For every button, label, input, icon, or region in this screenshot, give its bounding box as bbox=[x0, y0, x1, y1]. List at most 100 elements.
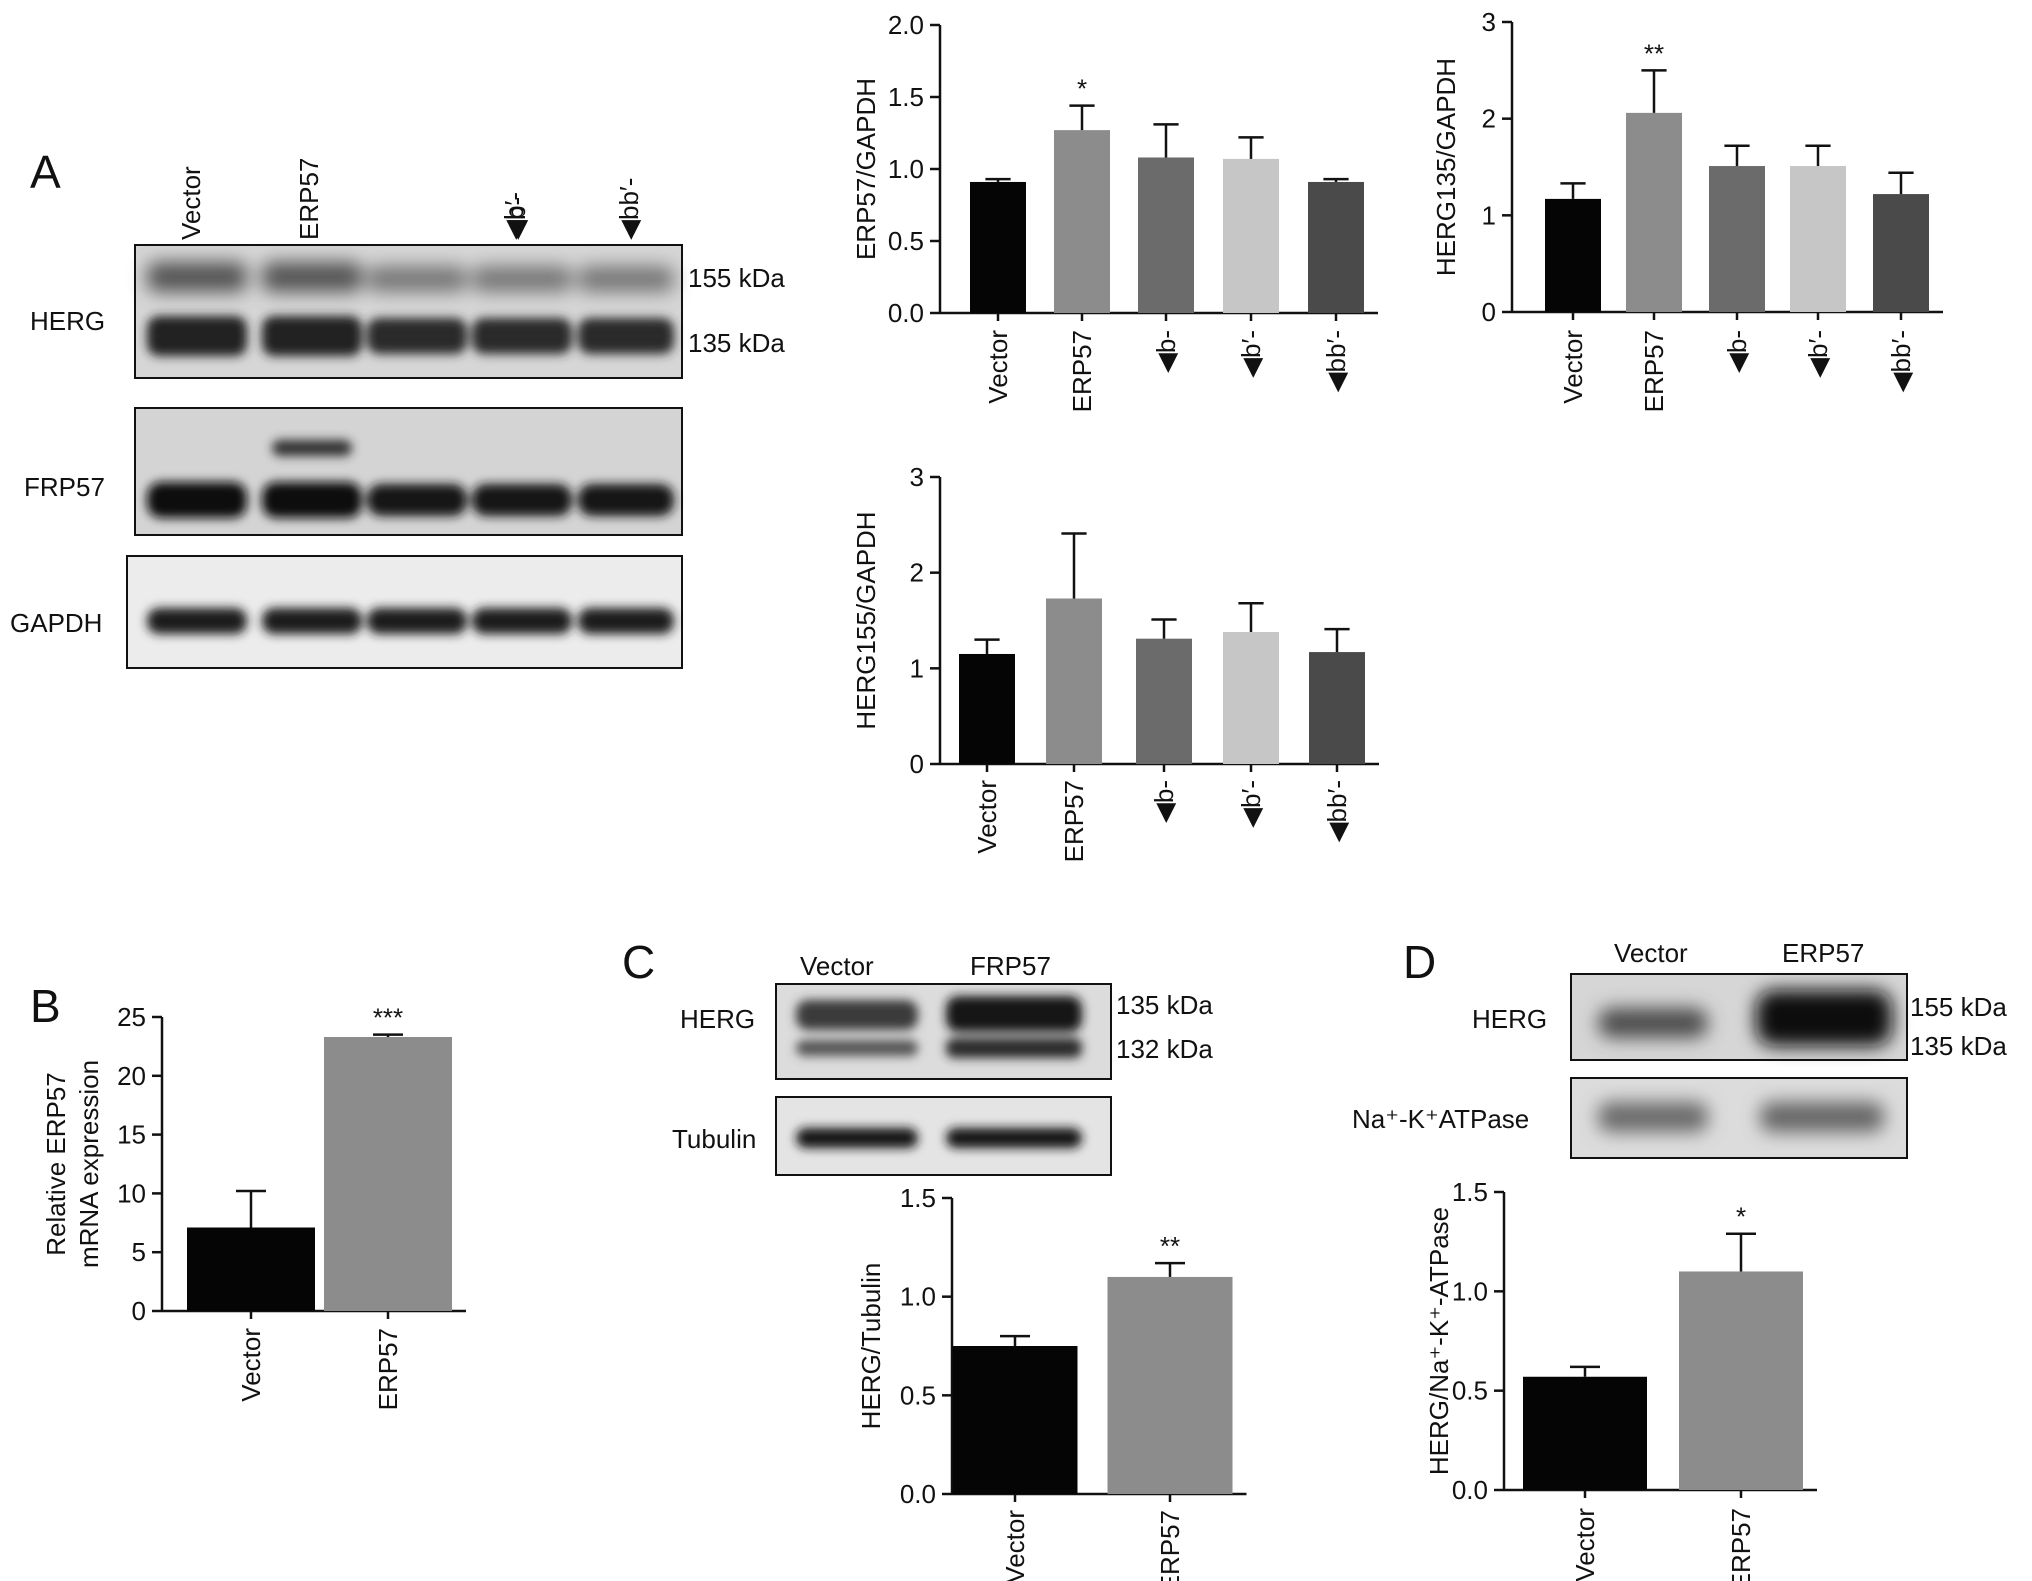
blot-d-herg-strip bbox=[1570, 973, 1908, 1061]
bar bbox=[1223, 631, 1279, 764]
x-tick-label: ◀b′- bbox=[1236, 780, 1266, 828]
blot-c-lane-label: FRP57 bbox=[970, 951, 1051, 981]
blot-d-row-label-herg: HERG bbox=[1472, 1004, 1547, 1034]
blot-d-row-label-atpase: Na⁺-K⁺ATPase bbox=[1352, 1104, 1529, 1134]
charts-layer: 0.0 0.5 1.0 1.5 2.0 ERP57/GAPDH Vector * ERP57 ◀b… bbox=[41, 7, 1943, 1581]
y-tick-label: 3 bbox=[1482, 7, 1496, 37]
panel-label-a: A bbox=[30, 146, 61, 198]
x-tick-label: Vector bbox=[236, 1328, 266, 1402]
x-tick-label: ◀bb′- bbox=[1886, 330, 1916, 392]
blot-a-lane-label: ◀b- bbox=[501, 197, 531, 240]
x-tick-label: ERP57 bbox=[1067, 330, 1097, 412]
blot-c: Vector FRP57 HERG 135 kDa 132 kDa Tubuli… bbox=[672, 951, 1213, 1176]
y-axis-label: HERG155/GAPDH bbox=[851, 511, 881, 729]
x-tick-label: ◀b′- bbox=[1803, 330, 1833, 378]
bar bbox=[1308, 181, 1364, 313]
blot-d-band-135: 135 kDa bbox=[1910, 1031, 2007, 1061]
bar bbox=[970, 181, 1026, 313]
x-tick-label: ◀b′- bbox=[1236, 330, 1266, 378]
y-tick-label: 0.5 bbox=[1452, 1376, 1488, 1406]
y-tick-label: 5 bbox=[132, 1237, 146, 1267]
blot-c-row-label-herg: HERG bbox=[680, 1004, 755, 1034]
y-tick-label: 3 bbox=[910, 462, 924, 492]
chart-A-erp57: 0.0 0.5 1.0 1.5 2.0 ERP57/GAPDH Vector * ERP57 ◀b… bbox=[851, 10, 1378, 412]
y-tick-label: 0 bbox=[132, 1296, 146, 1326]
bar bbox=[1545, 198, 1601, 312]
x-tick-label: ERP57 bbox=[373, 1328, 403, 1410]
y-tick-label: 1 bbox=[1482, 200, 1496, 230]
chart-B: 0 5 10 15 20 25 Relative ERP57 mRNA expression V… bbox=[41, 1002, 466, 1410]
bar bbox=[952, 1346, 1078, 1494]
significance-label: ** bbox=[1160, 1231, 1180, 1261]
y-axis-label: ERP57/GAPDH bbox=[851, 78, 881, 260]
y-tick-label: 2.0 bbox=[888, 10, 924, 40]
x-tick-label: ◀b- bbox=[1151, 330, 1181, 373]
significance-label: * bbox=[1077, 74, 1087, 104]
y-axis-label: HERG/Tubulin bbox=[856, 1263, 886, 1430]
blot-a-row-label-gapdh: GAPDH bbox=[10, 608, 102, 638]
blot-a-lane-label: ◀b′- bbox=[499, 192, 529, 240]
x-tick-label: ERP57 bbox=[1726, 1508, 1756, 1581]
y-tick-label: 0.5 bbox=[900, 1380, 936, 1410]
bar bbox=[1309, 652, 1365, 764]
blot-d: Vector ERP57 HERG 155 kDa 135 kDa Na⁺-K⁺… bbox=[1352, 938, 2007, 1159]
blot-c-band-135: 135 kDa bbox=[1116, 990, 1213, 1020]
blot-a-band-155: 155 kDa bbox=[688, 263, 785, 293]
bar bbox=[187, 1227, 315, 1311]
x-tick-label: Vector bbox=[1570, 1508, 1600, 1581]
significance-label: *** bbox=[373, 1003, 403, 1033]
x-tick-label: ◀bb′- bbox=[1321, 330, 1351, 392]
blot-a-row-label-frp57: FRP57 bbox=[24, 472, 105, 502]
x-tick-label: ◀bb′- bbox=[1322, 780, 1352, 842]
bar bbox=[1223, 158, 1279, 313]
blot-a-frp57-strip bbox=[134, 407, 683, 536]
blot-a-herg-strip bbox=[134, 244, 683, 379]
y-tick-label: 0.0 bbox=[900, 1479, 936, 1509]
blot-a-lane-label: Vector bbox=[176, 166, 206, 240]
blot-d-atpase-strip bbox=[1570, 1077, 1908, 1159]
bar bbox=[1523, 1376, 1647, 1490]
bar bbox=[1873, 194, 1929, 312]
blot-c-lane-label: Vector bbox=[800, 951, 874, 981]
blot-a-gapdh-strip bbox=[126, 555, 683, 669]
y-axis-label: HERG135/GAPDH bbox=[1431, 58, 1461, 276]
y-tick-label: 20 bbox=[117, 1061, 146, 1091]
blot-a-band-135: 135 kDa bbox=[688, 328, 785, 358]
panel-label-b: B bbox=[30, 980, 61, 1032]
panel-label-d: D bbox=[1403, 936, 1436, 988]
x-tick-label: ERP57 bbox=[1639, 330, 1669, 412]
chart-A-herg135: 0 1 2 3 HERG135/GAPDH Vector ** ERP57 ◀b- ◀b′- ◀bb… bbox=[1431, 7, 1943, 412]
chart-A-herg155: 0 1 2 3 HERG155/GAPDH Vector ERP57 ◀b- ◀b′- ◀bb′- bbox=[851, 462, 1379, 862]
blot-a: Vector ERP57 ◀b- ◀b′- ◀bb′- HERG bbox=[10, 158, 785, 669]
y-tick-label: 1.0 bbox=[1452, 1276, 1488, 1306]
blot-c-band-132: 132 kDa bbox=[1116, 1034, 1213, 1064]
blot-d-band-155: 155 kDa bbox=[1910, 992, 2007, 1022]
y-tick-label: 0 bbox=[1482, 297, 1496, 327]
bar bbox=[1626, 112, 1682, 312]
y-tick-label: 1 bbox=[910, 653, 924, 683]
blot-a-row-label-herg: HERG bbox=[30, 306, 105, 336]
x-tick-label: ◀b- bbox=[1149, 780, 1179, 823]
x-tick-label: Vector bbox=[983, 330, 1013, 404]
y-tick-label: 10 bbox=[117, 1178, 146, 1208]
chart-C: 0.0 0.5 1.0 1.5 HERG/Tubulin Vector ** ERP57 bbox=[856, 1183, 1247, 1581]
y-tick-label: 2 bbox=[1482, 104, 1496, 134]
y-tick-label: 1.5 bbox=[900, 1183, 936, 1213]
x-tick-label: Vector bbox=[972, 780, 1002, 854]
significance-label: ** bbox=[1644, 38, 1664, 68]
x-tick-label: ERP57 bbox=[1155, 1510, 1185, 1581]
bar bbox=[1046, 598, 1102, 764]
y-tick-label: 1.0 bbox=[900, 1282, 936, 1312]
y-tick-label: 0.0 bbox=[1452, 1475, 1488, 1505]
significance-label: * bbox=[1736, 1202, 1746, 1232]
blot-d-lane-label: Vector bbox=[1614, 938, 1688, 968]
y-tick-label: 0 bbox=[910, 749, 924, 779]
x-tick-label: Vector bbox=[1558, 330, 1588, 404]
y-tick-label: 0.0 bbox=[888, 298, 924, 328]
y-tick-label: 25 bbox=[117, 1002, 146, 1032]
blot-c-row-label-tubulin: Tubulin bbox=[672, 1124, 756, 1154]
blot-a-lane-label: ERP57 bbox=[294, 158, 324, 240]
bar bbox=[1790, 166, 1846, 312]
